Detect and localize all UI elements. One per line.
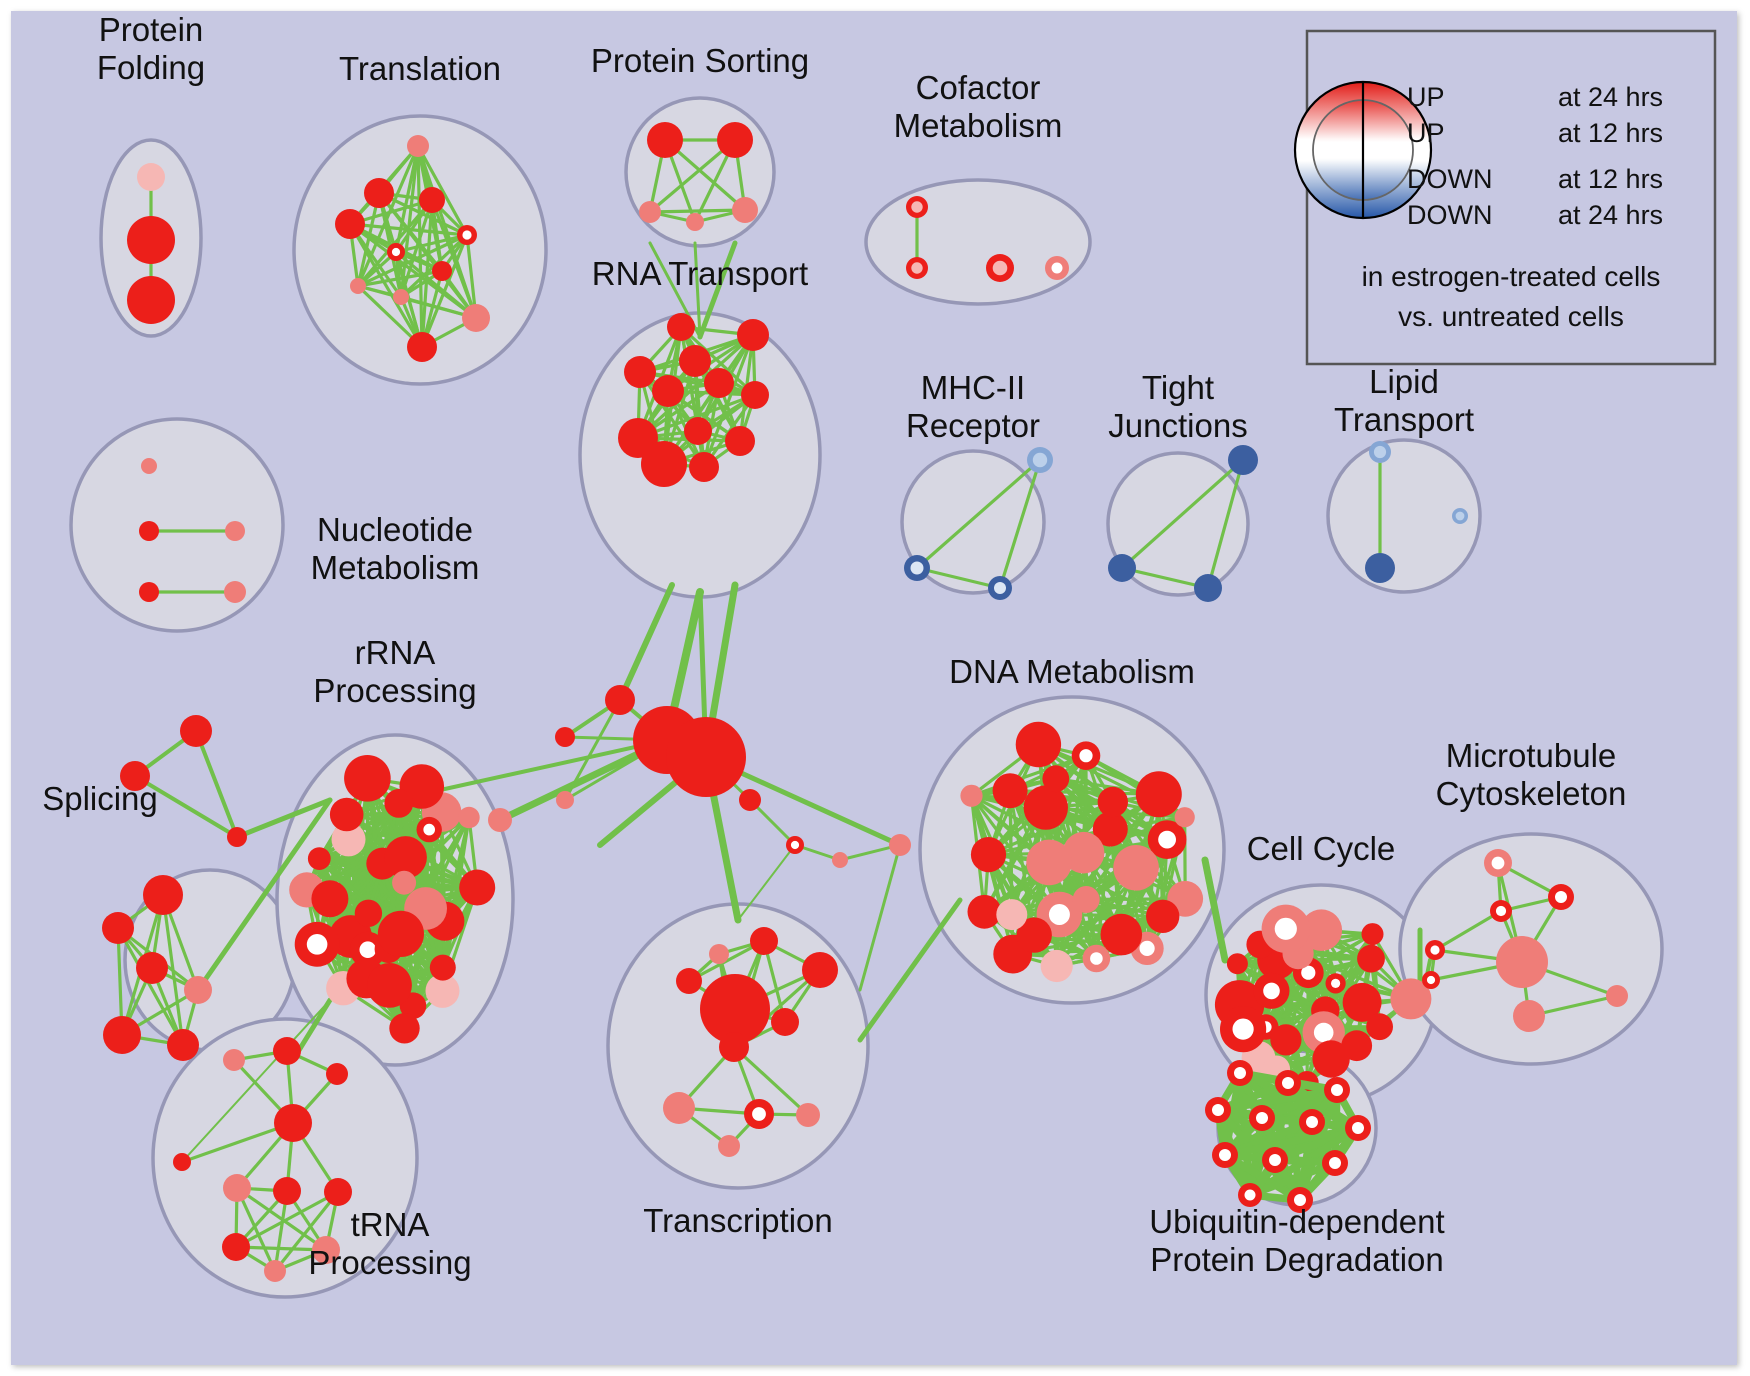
svg-text:RNA Transport: RNA Transport — [592, 255, 808, 292]
svg-text:UP: UP — [1407, 118, 1445, 148]
svg-text:Protein: Protein — [99, 11, 204, 48]
svg-text:DOWN: DOWN — [1407, 164, 1492, 194]
svg-text:Cytoskeleton: Cytoskeleton — [1436, 775, 1627, 812]
svg-text:Cofactor: Cofactor — [916, 69, 1041, 106]
svg-text:DNA Metabolism: DNA Metabolism — [949, 653, 1195, 690]
svg-text:at 12 hrs: at 12 hrs — [1558, 164, 1663, 194]
svg-text:DOWN: DOWN — [1407, 200, 1492, 230]
svg-text:Cell Cycle: Cell Cycle — [1247, 830, 1396, 867]
svg-text:Processing: Processing — [308, 1244, 471, 1281]
svg-text:Metabolism: Metabolism — [894, 107, 1063, 144]
svg-text:rRNA: rRNA — [355, 634, 436, 671]
svg-text:Metabolism: Metabolism — [311, 549, 480, 586]
svg-text:in estrogen-treated cells: in estrogen-treated cells — [1362, 261, 1661, 292]
svg-text:Protein Sorting: Protein Sorting — [591, 42, 809, 79]
svg-text:tRNA: tRNA — [351, 1206, 430, 1243]
svg-text:Junctions: Junctions — [1108, 407, 1247, 444]
svg-text:UP: UP — [1407, 82, 1445, 112]
svg-text:Processing: Processing — [313, 672, 476, 709]
svg-text:Transport: Transport — [1334, 401, 1474, 438]
svg-text:Receptor: Receptor — [906, 407, 1040, 444]
svg-text:at 12 hrs: at 12 hrs — [1558, 118, 1663, 148]
svg-text:Translation: Translation — [339, 50, 501, 87]
svg-text:Tight: Tight — [1142, 369, 1214, 406]
svg-text:MHC-II: MHC-II — [921, 369, 1025, 406]
svg-text:vs. untreated cells: vs. untreated cells — [1398, 301, 1624, 332]
svg-text:Nucleotide: Nucleotide — [317, 511, 473, 548]
svg-text:Protein Degradation: Protein Degradation — [1150, 1241, 1444, 1278]
svg-text:Microtubule: Microtubule — [1446, 737, 1617, 774]
svg-text:Splicing: Splicing — [42, 780, 158, 817]
svg-text:Ubiquitin-dependent: Ubiquitin-dependent — [1149, 1203, 1444, 1240]
svg-text:at 24 hrs: at 24 hrs — [1558, 82, 1663, 112]
svg-text:at 24 hrs: at 24 hrs — [1558, 200, 1663, 230]
svg-text:Folding: Folding — [97, 49, 205, 86]
svg-text:Lipid: Lipid — [1369, 363, 1439, 400]
svg-text:Transcription: Transcription — [643, 1202, 833, 1239]
